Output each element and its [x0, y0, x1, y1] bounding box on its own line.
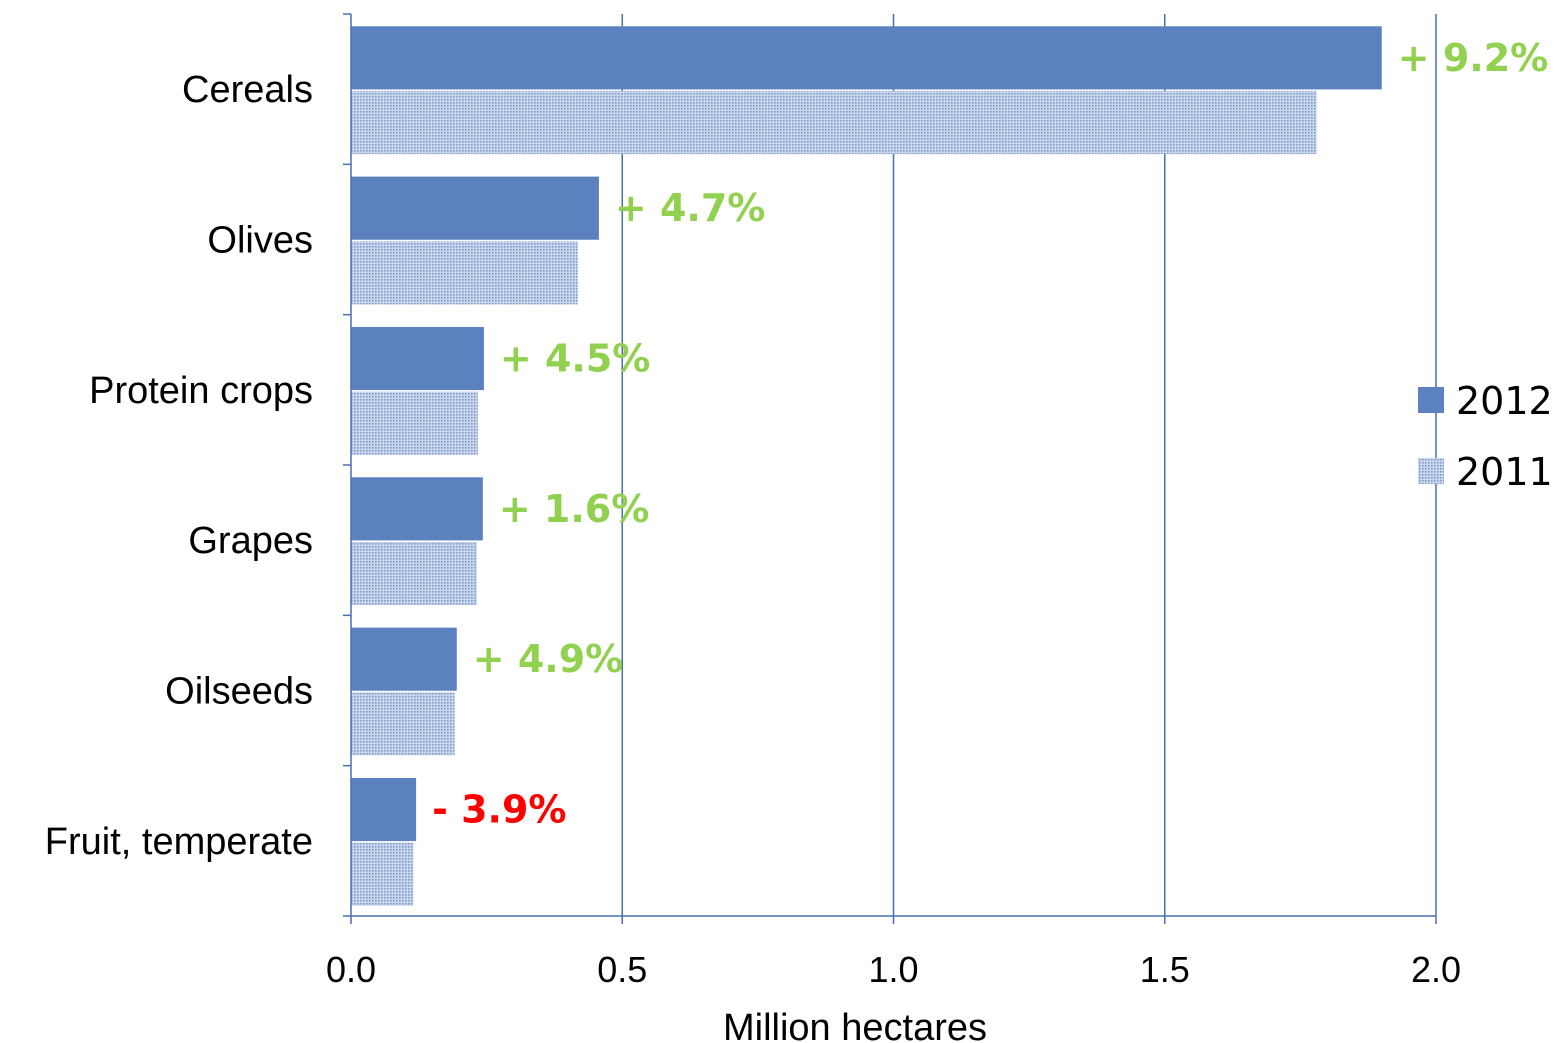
- bar-2011: [351, 90, 1317, 155]
- bar-2011: [351, 241, 578, 305]
- x-tick-label: 0.5: [597, 949, 647, 990]
- x-tick-label: 2.0: [1411, 949, 1461, 990]
- category-label: Grapes: [188, 520, 313, 562]
- category-label: Fruit, temperate: [45, 821, 313, 863]
- legend-label-2011: 2011: [1456, 450, 1553, 494]
- category-labels: Cereals Olives Protein crops Grapes Oilseeds…: [45, 69, 313, 863]
- bar-2011: [351, 541, 477, 606]
- bar-2011: [351, 692, 455, 756]
- change-annotation: - 3.9%: [432, 788, 566, 832]
- legend: 2012 2011: [1418, 379, 1553, 494]
- bar-2011: [351, 391, 478, 455]
- axes: [343, 13, 1437, 924]
- bars: [351, 26, 1382, 906]
- change-annotations: + 9.2% + 4.7% + 4.5% + 1.6% + 4.9% - 3.9%: [432, 36, 1548, 832]
- category-label: Cereals: [182, 69, 313, 111]
- bar-2011: [351, 842, 414, 906]
- change-annotation: + 4.9%: [473, 637, 623, 681]
- legend-swatch-2011: [1418, 458, 1444, 484]
- bar-2012: [351, 477, 483, 541]
- x-tick-label: 1.0: [868, 949, 918, 990]
- category-label: Protein crops: [89, 370, 313, 412]
- x-tick-label: 1.5: [1140, 949, 1190, 990]
- legend-label-2012: 2012: [1456, 379, 1553, 423]
- tick-labels: 0.0 0.5 1.0 1.5 2.0: [326, 949, 1461, 990]
- change-annotation: + 9.2%: [1398, 36, 1548, 80]
- x-axis-title: Million hectares: [723, 1007, 987, 1043]
- bar-2012: [351, 326, 484, 391]
- category-label: Olives: [207, 220, 313, 262]
- change-annotation: + 4.7%: [615, 186, 765, 230]
- x-tick-label: 0.0: [326, 949, 376, 990]
- bar-2012: [351, 26, 1382, 90]
- bar-2012: [351, 176, 599, 240]
- change-annotation: + 4.5%: [500, 337, 650, 381]
- change-annotation: + 1.6%: [499, 487, 649, 531]
- bar-2012: [351, 627, 457, 691]
- category-label: Oilseeds: [165, 671, 313, 713]
- bar-2012: [351, 777, 417, 842]
- legend-swatch-2012: [1418, 387, 1444, 413]
